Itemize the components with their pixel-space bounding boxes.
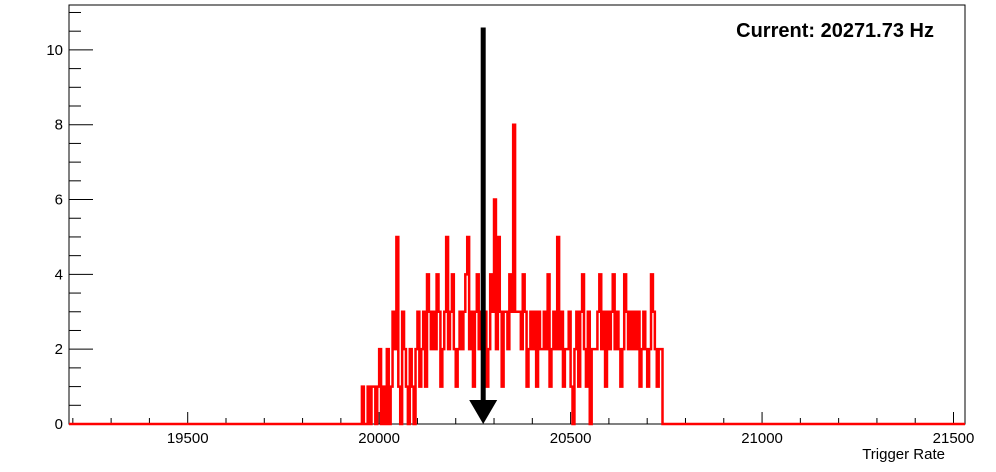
y-tick-label: 2 xyxy=(55,341,63,358)
y-tick-label: 10 xyxy=(46,42,63,59)
plot-frame xyxy=(68,4,966,425)
y-tick-label: 4 xyxy=(55,266,63,283)
current-rate-annotation: Current: 20271.73 Hz xyxy=(736,20,934,42)
histogram-series-line xyxy=(69,123,965,426)
y-tick-label: 6 xyxy=(55,192,63,209)
x-tick-label: 21000 xyxy=(741,430,783,447)
current-rate-arrow-head xyxy=(469,400,498,424)
y-tick-label: 8 xyxy=(55,117,63,134)
x-axis-label: Trigger Rate xyxy=(862,446,945,463)
axes: 0 2 4 6 8 10 19500 20000 20500 21000 21500 xyxy=(46,4,975,447)
marker-layer xyxy=(469,27,498,424)
x-tick-label: 21500 xyxy=(933,430,975,447)
x-tick-label: 20000 xyxy=(358,430,400,447)
y-tick-label: 0 xyxy=(55,416,63,433)
series-layer xyxy=(69,123,965,426)
x-tick-label: 20500 xyxy=(550,430,592,447)
x-tick-label: 19500 xyxy=(167,430,209,447)
